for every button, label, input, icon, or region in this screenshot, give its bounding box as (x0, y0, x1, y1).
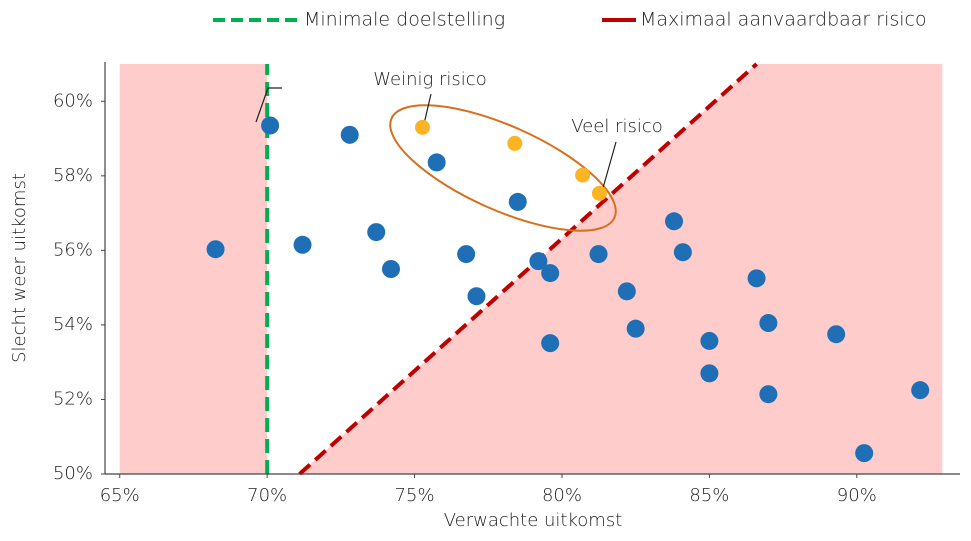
x-tick-label: 80% (542, 485, 582, 506)
leader-line (423, 93, 432, 125)
data-point (508, 192, 527, 211)
leader-line (255, 87, 282, 123)
x-axis-label: Verwachte uitkomst (444, 510, 623, 531)
data-point (700, 331, 719, 350)
annotation: Veel risico (571, 116, 662, 137)
data-point (415, 119, 431, 135)
y-tick-label: 56% (53, 239, 93, 260)
data-point (541, 264, 560, 283)
data-point (617, 282, 636, 301)
acceptable-area (267, 64, 757, 474)
legend-label: Maximaal aanvaardbaar risico (640, 9, 927, 31)
data-point (367, 223, 386, 242)
y-tick-label: 50% (53, 463, 93, 484)
data-point (457, 245, 476, 264)
x-tick-label: 90% (837, 485, 877, 506)
data-point (700, 364, 719, 383)
data-point (759, 385, 778, 404)
x-tick-label: 65% (100, 485, 140, 506)
legend-label: Minimale doelstelling (304, 9, 505, 31)
data-point (827, 325, 846, 344)
data-point (541, 334, 560, 353)
y-axis-label: Slecht weer uitkomst (9, 173, 30, 363)
data-point (261, 116, 280, 135)
data-point (665, 212, 684, 231)
x-tick-label: 70% (247, 485, 287, 506)
data-point (293, 235, 312, 254)
data-point (591, 185, 607, 201)
y-tick-label: 58% (53, 165, 93, 186)
data-point (747, 269, 766, 288)
data-point (206, 240, 225, 259)
x-tick-label: 75% (395, 485, 435, 506)
annotation: Weinig risico (373, 69, 486, 90)
x-tick-label: 85% (689, 485, 729, 506)
data-point (467, 287, 486, 306)
data-point (529, 252, 548, 271)
data-point (575, 167, 591, 183)
data-point (626, 319, 645, 338)
data-point (855, 444, 874, 463)
reference-line (298, 62, 758, 476)
data-point (381, 260, 400, 278)
data-point (911, 381, 930, 400)
shading (119, 64, 943, 474)
data-point (340, 125, 359, 144)
y-tick-label: 54% (53, 314, 93, 335)
y-tick-label: 60% (53, 90, 93, 111)
data-point (507, 135, 523, 151)
data-point (673, 243, 692, 262)
y-tick-label: 52% (53, 388, 93, 409)
leader-line (602, 141, 617, 189)
data-point (427, 153, 446, 172)
data-point (589, 245, 608, 264)
data-point (759, 314, 778, 333)
risk-ellipse (389, 104, 617, 232)
